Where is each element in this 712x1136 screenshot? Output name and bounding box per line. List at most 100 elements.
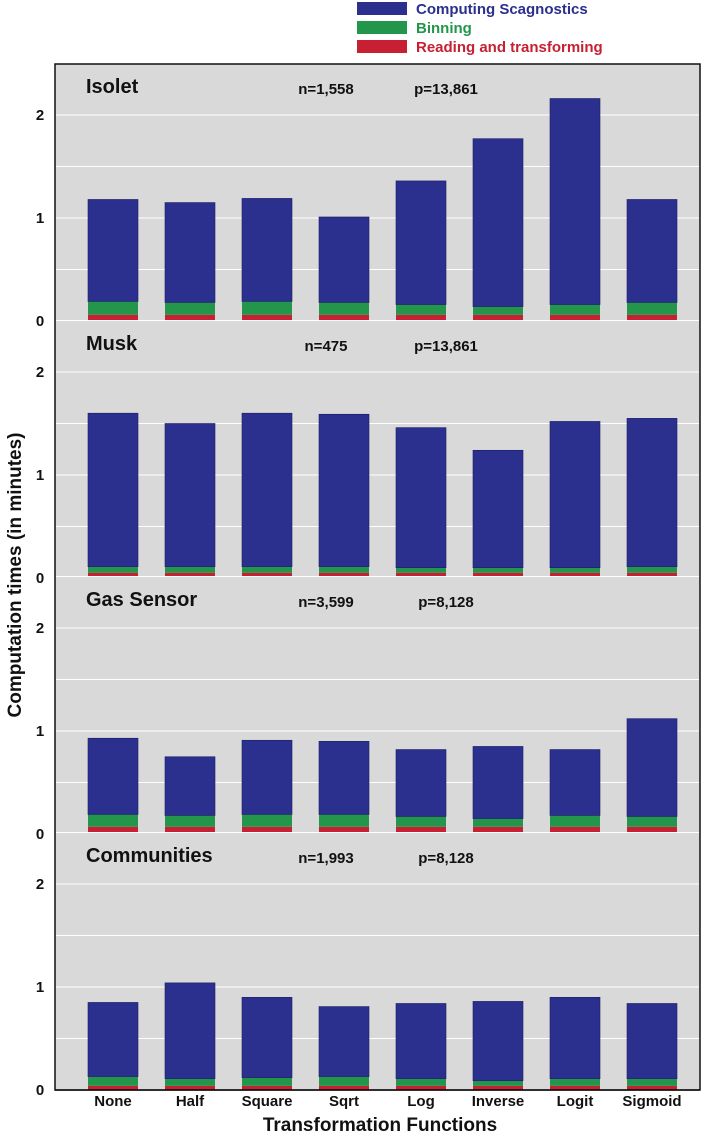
y-tick-label: 0 [36,1082,44,1099]
bar-segment [241,412,293,567]
bar-segment [472,449,524,568]
panel-title: Isolet [86,76,139,98]
y-tick-label: 0 [36,570,44,587]
bar-segment [241,996,293,1078]
bar-segment [627,572,677,578]
bar-segment [88,301,138,315]
bar-segment [395,180,447,305]
bar-segment [396,567,446,573]
bar-segment [396,572,446,578]
bar-segment [626,199,678,303]
bar-segment [396,304,446,315]
bar-segment [473,314,523,321]
y-tick-label: 1 [36,979,44,996]
bar-segment [550,815,600,827]
legend-swatch [357,21,407,34]
bar-segment [472,1001,524,1082]
bar-segment [473,1080,523,1086]
bar-segment [165,572,215,578]
bar-segment [395,749,447,817]
bar-segment [165,1078,215,1086]
bar-segment [473,572,523,578]
x-tick-label: Sigmoid [622,1093,681,1110]
y-tick-label: 2 [36,107,44,124]
bar-segment [165,1085,215,1090]
bar-segment [88,572,138,578]
panel-background [55,321,700,577]
bar-segment [550,567,600,573]
bar-segment [318,1006,370,1077]
panel-n-label: n=1,993 [298,850,353,867]
bar-segment [242,814,292,827]
x-tick-label: Log [407,1093,435,1110]
bar-segment [319,302,369,315]
bar-segment [165,302,215,315]
bar-segment [319,1085,369,1090]
plot-frame [54,63,701,1091]
bar-segment [550,1078,600,1086]
bar-segment [241,739,293,815]
legend-label: Binning [416,20,472,37]
bar-segment [473,826,523,834]
bar-segment [242,1077,292,1086]
bar-segment [627,826,677,834]
x-tick-label: Logit [557,1093,594,1110]
bar-segment [472,138,524,307]
bar-segment [395,427,447,568]
panel-n-label: n=475 [305,338,348,355]
legend-swatch [357,2,407,15]
bar-segment [473,306,523,315]
panel-background [55,64,700,320]
bar-segment [165,826,215,834]
bar-segment [88,566,138,573]
bar-segment [396,314,446,321]
legend-label: Computing Scagnostics [416,1,588,18]
bar-segment [319,826,369,834]
bar-segment [473,1085,523,1090]
x-tick-label: Half [176,1093,205,1110]
x-tick-label: Sqrt [329,1093,359,1110]
bar-segment [627,816,677,827]
bar-segment [627,566,677,573]
bar-segment [319,572,369,578]
bar-segment [242,314,292,321]
bar-segment [550,826,600,834]
bar-segment [242,572,292,578]
bar-segment [242,566,292,573]
bar-segment [472,746,524,819]
bar-segment [88,814,138,827]
bar-segment [549,421,601,568]
bar-segment [626,1003,678,1079]
bar-segment [396,826,446,834]
panel-title: Gas Sensor [86,589,197,611]
panel-n-label: n=3,599 [298,594,353,611]
bar-segment [87,1002,139,1077]
bar-segment [164,756,216,816]
bar-segment [549,749,601,816]
panel-p-label: p=13,861 [414,81,478,98]
bar-segment [319,314,369,321]
x-tick-label: Square [242,1093,293,1110]
bar-segment [88,314,138,321]
panel-n-label: n=1,558 [298,81,353,98]
y-tick-label: 1 [36,467,44,484]
bar-segment [87,412,139,567]
panel-background [55,833,700,1089]
x-tick-label: None [94,1093,132,1110]
bar-segment [626,718,678,817]
bar-segment [473,567,523,573]
y-tick-label: 0 [36,826,44,843]
x-tick-label: Inverse [472,1093,525,1110]
bar-segment [87,737,139,815]
bar-segment [549,996,601,1079]
bar-segment [88,826,138,834]
bar-segment [627,314,677,321]
bar-segment [88,1076,138,1086]
bar-segment [319,1076,369,1086]
bar-segment [165,815,215,827]
panel-p-label: p=8,128 [418,850,473,867]
y-tick-label: 1 [36,210,44,227]
y-tick-label: 0 [36,313,44,330]
bar-segment [165,566,215,573]
